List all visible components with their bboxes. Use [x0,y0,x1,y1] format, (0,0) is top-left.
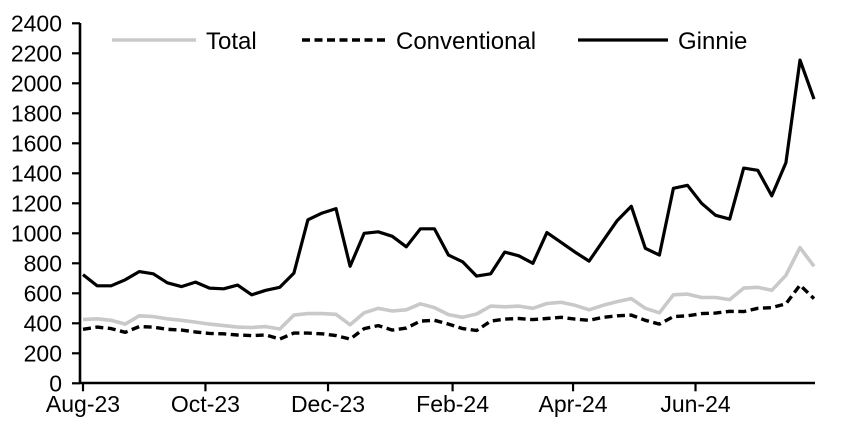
y-tick-label: 200 [24,340,62,366]
legend-label-conventional: Conventional [396,28,536,55]
legend: Total Conventional Ginnie [112,28,747,55]
x-tick-label: Aug-23 [46,391,120,417]
y-tick-label: 0 [49,370,62,396]
x-axis-ticks: Aug-23 Oct-23 Dec-23 Feb-24 Apr-24 Jun-24 [46,383,731,417]
y-tick-label: 2200 [11,40,62,66]
legend-label-ginnie: Ginnie [678,28,747,55]
x-tick-label: Oct-23 [171,391,240,417]
y-tick-label: 600 [24,280,62,306]
x-tick-label: Dec-23 [291,391,365,417]
x-tick-label: Feb-24 [416,391,489,417]
y-tick-label: 2000 [11,70,62,96]
x-tick-label: Jun-24 [660,391,731,417]
y-tick-label: 800 [24,250,62,276]
y-tick-label: 1000 [11,220,62,246]
legend-label-total: Total [206,28,257,55]
y-tick-label: 1200 [11,190,62,216]
y-tick-label: 1400 [11,160,62,186]
y-tick-label: 400 [24,310,62,336]
series-ginnie-line [82,58,816,297]
y-tick-label: 1600 [11,130,62,156]
x-tick-label: Apr-24 [539,391,608,417]
series-conventional-line [82,283,816,341]
y-tick-label: 1800 [11,100,62,126]
series-total-line [82,245,816,331]
y-tick-label: 2400 [11,10,62,36]
y-axis-ticks: 0 200 400 600 800 1000 1200 1400 1600 1800 2000 220… [11,10,80,396]
